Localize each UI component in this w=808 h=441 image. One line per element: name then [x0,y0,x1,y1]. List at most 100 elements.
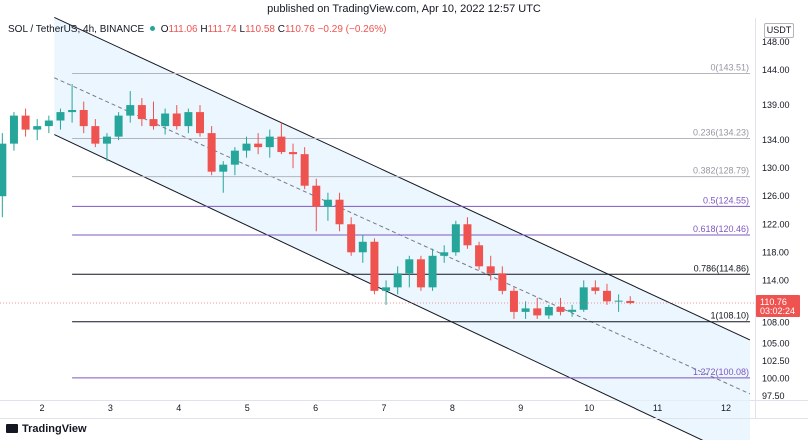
candle-body [161,113,170,127]
candle-body [149,119,158,127]
time-tick-label: 12 [721,403,731,413]
candle-body [509,290,518,312]
price-tick-label: 130.00 [762,163,790,173]
low-key: L [239,24,246,35]
candle-body [300,154,309,186]
last-price-value: 110.76 [760,297,787,307]
candle-body [475,245,484,267]
time-tick-label: 2 [39,403,44,413]
change-value: −0.29 (−0.26%) [317,24,387,35]
price-tick-label: 102.50 [762,356,790,366]
candle-body [579,287,588,310]
candle-body [9,115,18,144]
low-value: 110.58 [245,24,275,35]
candle-body [358,241,367,253]
fib-level-label: 0.786(114.86) [694,263,749,273]
fib-level-label: 0(143.51) [710,62,749,72]
candle-body [335,199,344,225]
fib-level-label: 1(108.10) [710,311,749,321]
candle-body [196,112,205,134]
candle-body [393,273,402,288]
channel-fill [54,17,750,440]
candle-body [56,112,65,121]
footer: TradingView [0,418,808,441]
price-tick-label: 126.00 [762,191,790,201]
candle-body [416,259,425,288]
candle-body [463,224,472,246]
candle-body [68,109,77,113]
close-value: 110.76 [284,24,315,35]
legend-dot-icon [149,26,155,31]
time-tick-label: 4 [176,403,181,413]
symbol-label: SOL / TetherUS, 4h, BINANCE [8,24,145,35]
parallel-channel [54,17,751,440]
time-axis: 2 3 4 5 6 7 8 9 10 11 12 [39,403,731,413]
candle-body [114,115,123,137]
currency-selector[interactable]: USDT [764,23,794,38]
time-tick-label: 11 [653,403,662,413]
candle-body [568,309,577,312]
candle-body [219,164,228,172]
candle-body [544,306,553,316]
price-tick-label: 97.50 [762,391,785,401]
candle-body [265,136,274,148]
candle-body [44,120,53,127]
price-tick-label: 148.00 [762,37,790,47]
price-tick-label: 105.00 [762,338,790,348]
fib-level-label: 0.236(134.23) [693,128,749,138]
price-tick-label: 144.00 [762,65,790,75]
candles [0,84,635,319]
channel-upper-line [54,17,751,341]
price-tick-label: 139.00 [762,100,790,110]
candle-body [626,300,635,304]
last-price-tag-box [756,295,800,318]
candle-body [242,143,251,151]
candle-body [312,185,321,207]
candle-body [533,308,542,316]
candle-body [486,266,495,274]
bar-countdown: 03:02:24 [760,306,795,316]
candle-body [79,109,88,127]
close-key: C [277,24,285,35]
time-tick-label: 5 [245,403,250,413]
open-key: O [160,24,169,35]
tradingview-logo[interactable]: TradingView [6,423,87,435]
time-tick-label: 8 [450,403,455,413]
candle-body [323,199,332,207]
price-tick-label: 118.00 [762,247,789,257]
time-tick-label: 6 [313,403,318,413]
tradingview-logo-icon [6,424,18,433]
candle-body [289,152,298,155]
candle-body [102,136,111,144]
fib-level-label: 1.272(100.08) [693,367,749,377]
candle-body [230,150,239,165]
candle-body [405,259,414,274]
fib-level-label: 0.5(124.55) [703,195,749,205]
price-tick-label: 122.00 [762,219,790,229]
time-tick-label: 10 [584,403,594,413]
candle-body [602,290,611,302]
candle-body [440,252,449,256]
price-tick-label: 100.00 [762,373,790,383]
candle-body [382,287,391,291]
brand-label: TradingView [22,423,87,435]
candle-body [184,112,193,127]
candle-body [428,255,437,288]
candle-body [33,126,42,130]
candle-body [521,308,530,312]
candle-body [614,300,623,302]
candle-body [277,136,286,153]
candle-body [0,143,7,197]
high-value: 111.74 [207,24,237,35]
candle-body [556,306,565,312]
channel-median-line [54,77,751,395]
candle-body [591,287,600,291]
fib-level-label: 0.618(120.46) [693,224,749,234]
candle-body [451,224,460,253]
price-axis: 97.50100.00102.50105.00108.00110.00114.0… [762,37,790,401]
price-tick-label: 114.00 [762,275,789,285]
open-value: 111.06 [168,24,198,35]
candle-body [172,113,181,127]
